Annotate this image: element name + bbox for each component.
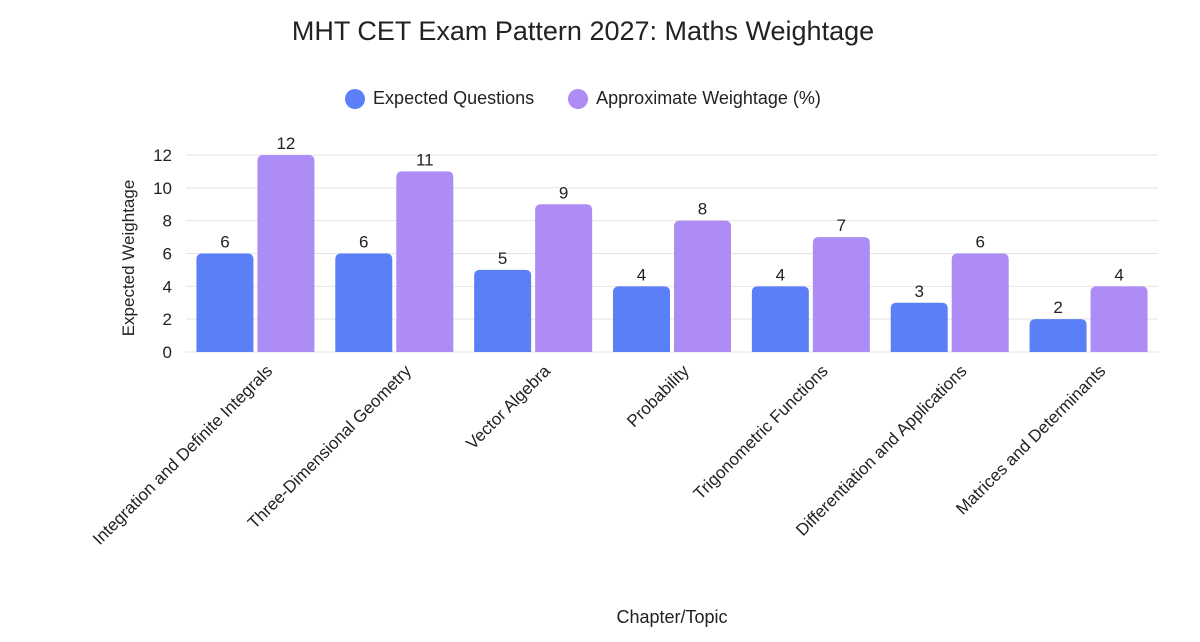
data-label: 4: [637, 265, 646, 284]
legend-label-approximate-weightage: Approximate Weightage (%): [596, 88, 821, 108]
legend-swatch-approximate-weightage: [568, 88, 589, 109]
y-tick-label: 8: [163, 212, 172, 231]
bar-expected-questions: [196, 253, 254, 352]
legend: Expected Questions Approximate Weightage…: [0, 88, 1166, 109]
legend-item-expected-questions: Expected Questions: [345, 88, 534, 109]
y-tick-label: 2: [163, 310, 172, 329]
legend-swatch-expected-questions: [345, 88, 366, 109]
bar-approximate-weightage: [1090, 286, 1148, 352]
bar-approximate-weightage: [535, 204, 593, 352]
chart-title: MHT CET Exam Pattern 2027: Maths Weighta…: [291, 16, 875, 46]
y-tick-label: 12: [153, 146, 172, 165]
bar-approximate-weightage: [257, 155, 315, 352]
bar-expected-questions: [613, 286, 670, 352]
bar-expected-questions: [335, 253, 393, 352]
bar-approximate-weightage: [396, 171, 454, 352]
x-tick-label: Vector Algebra: [462, 361, 554, 453]
data-label: 7: [837, 216, 846, 235]
data-label: 6: [975, 233, 984, 252]
data-label: 5: [498, 249, 507, 268]
data-label: 8: [698, 200, 707, 219]
bar-expected-questions: [474, 269, 532, 352]
data-label: 6: [359, 233, 368, 252]
bar-expected-questions: [751, 286, 809, 352]
bar-expected-questions: [890, 302, 948, 352]
data-label: 6: [220, 233, 229, 252]
data-label: 11: [416, 150, 434, 169]
legend-label-expected-questions: Expected Questions: [373, 88, 535, 108]
data-label: 4: [776, 265, 785, 284]
y-tick-label: 0: [163, 343, 172, 362]
data-label: 2: [1053, 298, 1062, 317]
legend-item-approximate-weightage: Approximate Weightage (%): [568, 88, 821, 109]
bar-approximate-weightage: [951, 253, 1009, 352]
data-label: 4: [1114, 265, 1123, 284]
data-label: 3: [914, 282, 923, 301]
bar-approximate-weightage: [674, 220, 731, 352]
x-tick-label: Trigonometric Functions: [690, 361, 832, 503]
data-label: 9: [559, 183, 568, 202]
y-tick-label: 6: [163, 245, 172, 264]
data-label: 12: [276, 134, 295, 153]
x-tick-label: Probability: [623, 361, 693, 431]
bar-expected-questions: [1029, 319, 1087, 352]
y-tick-label: 4: [163, 277, 172, 296]
bar-approximate-weightage: [812, 237, 870, 352]
x-tick-label: Matrices and Determinants: [952, 361, 1109, 518]
x-tick-label: Three-Dimensional Geometry: [244, 361, 415, 532]
y-tick-label: 10: [153, 179, 172, 198]
x-tick-label: Differentiation and Applications: [792, 361, 970, 539]
x-axis-label: Chapter/Topic: [616, 607, 728, 627]
